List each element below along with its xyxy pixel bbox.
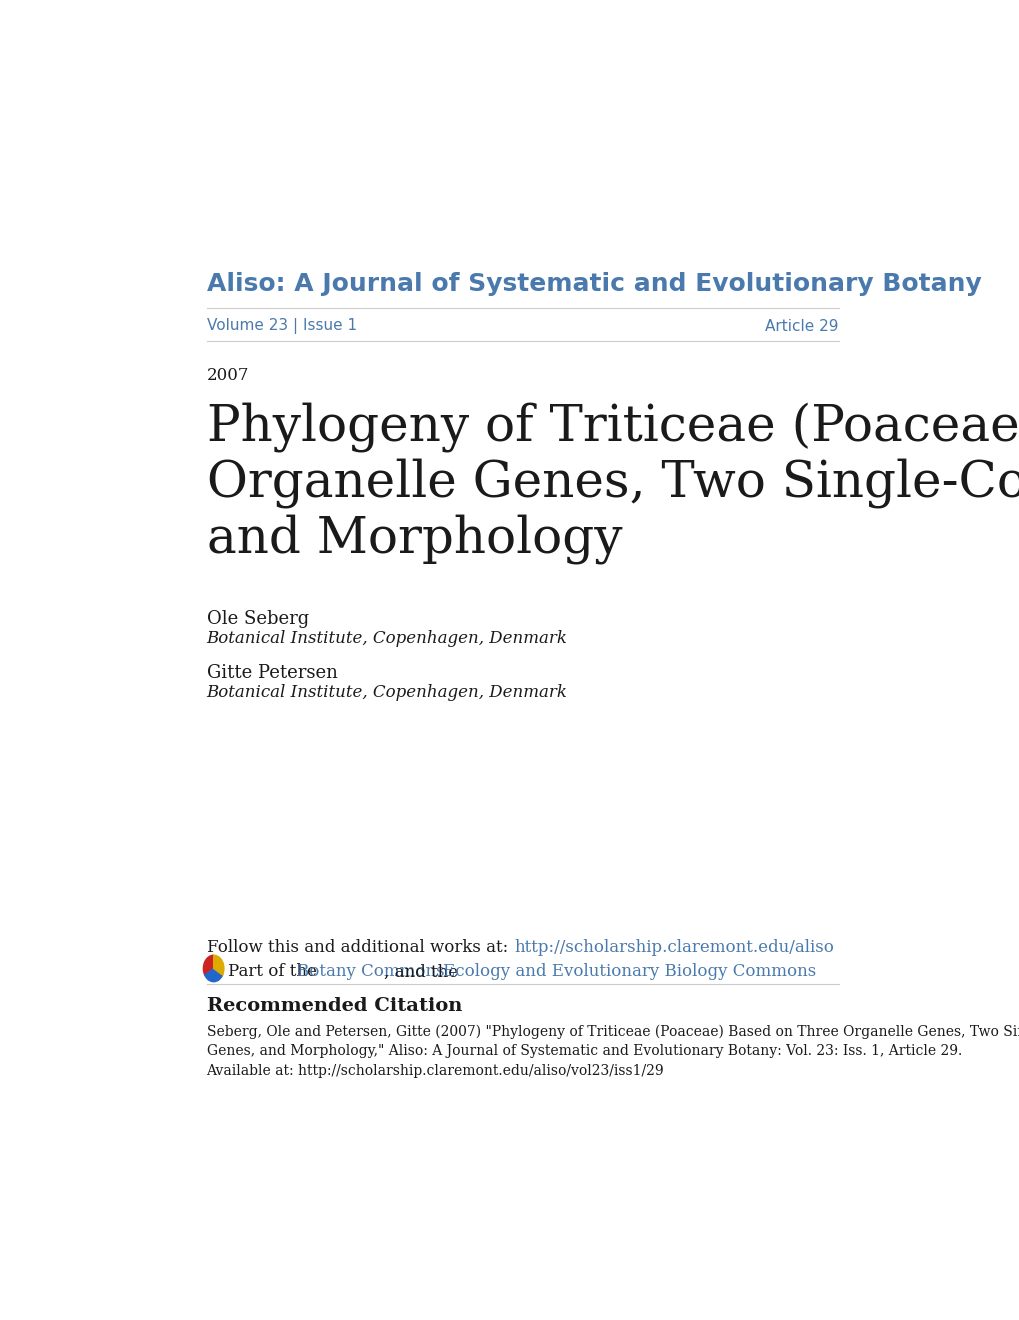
Text: Volume 23 | Issue 1: Volume 23 | Issue 1: [206, 318, 357, 334]
Text: Aliso: A Journal of Systematic and Evolutionary Botany: Aliso: A Journal of Systematic and Evolu…: [206, 272, 980, 296]
Text: Follow this and additional works at:: Follow this and additional works at:: [206, 939, 513, 956]
Text: Botanical Institute, Copenhagen, Denmark: Botanical Institute, Copenhagen, Denmark: [206, 684, 567, 701]
Text: Phylogeny of Triticeae (Poaceae) Based on Three
Organelle Genes, Two Single-Copy: Phylogeny of Triticeae (Poaceae) Based o…: [206, 403, 1019, 564]
Text: 2007: 2007: [206, 367, 249, 384]
Wedge shape: [213, 956, 224, 975]
Text: Botany Commons: Botany Commons: [297, 964, 444, 981]
Text: Article 29: Article 29: [764, 318, 839, 334]
Text: Gitte Petersen: Gitte Petersen: [206, 664, 337, 681]
Text: , and the: , and the: [383, 964, 463, 981]
Text: Part of the: Part of the: [227, 964, 322, 981]
Text: Recommended Citation: Recommended Citation: [206, 997, 462, 1015]
Text: Botanical Institute, Copenhagen, Denmark: Botanical Institute, Copenhagen, Denmark: [206, 630, 567, 647]
Text: Ole Seberg: Ole Seberg: [206, 610, 309, 628]
Wedge shape: [205, 969, 222, 982]
Text: Ecology and Evolutionary Biology Commons: Ecology and Evolutionary Biology Commons: [442, 964, 815, 981]
Wedge shape: [203, 956, 213, 975]
Text: Seberg, Ole and Petersen, Gitte (2007) "Phylogeny of Triticeae (Poaceae) Based o: Seberg, Ole and Petersen, Gitte (2007) "…: [206, 1024, 1019, 1077]
Text: http://scholarship.claremont.edu/aliso: http://scholarship.claremont.edu/aliso: [515, 939, 834, 956]
